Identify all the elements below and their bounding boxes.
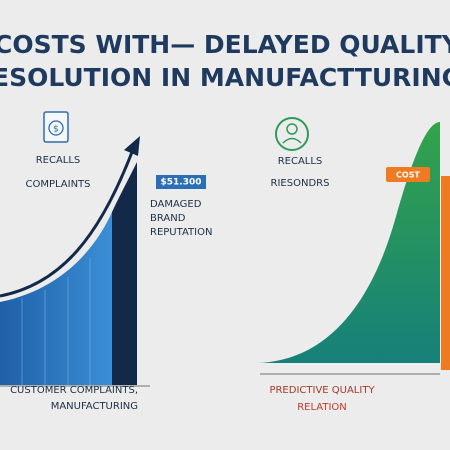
right-footer: PREDICTIVE QUALITY	[269, 385, 375, 396]
cost-curve-area	[258, 122, 440, 363]
title-line-2: ESOLUTION IN MANUFACTTURING	[0, 63, 450, 92]
right-footer: RELATION	[297, 402, 347, 413]
trend-arrow	[0, 151, 134, 298]
right-label-1: RECALLS	[278, 156, 323, 167]
arrow-head	[124, 136, 140, 156]
bar-dividers	[21, 258, 91, 385]
doc-icon: $	[43, 111, 69, 143]
side-label: REPUTATION	[150, 227, 212, 238]
person-icon	[275, 117, 309, 151]
side-label: DAMAGED	[150, 199, 202, 210]
left-label-1: RECALLS	[36, 155, 81, 166]
svg-text:$: $	[53, 125, 59, 135]
cost-tag-box	[386, 167, 430, 182]
side-label: BRAND	[150, 213, 186, 224]
cost-bar	[441, 176, 450, 370]
left-footer: MANUFACTURING	[51, 401, 138, 412]
price-box	[156, 175, 206, 189]
left-footer: CUSTOMER COMPLAINTS,	[10, 385, 138, 396]
growth-bar-dark	[112, 162, 137, 385]
cost-tag: COST	[396, 171, 420, 180]
right-label-2: RIESONDRS	[271, 178, 330, 189]
title-line-1: COSTS WITH— DELAYED QUALITY	[0, 30, 450, 59]
price-tag: $51.300	[161, 178, 202, 188]
growth-area	[0, 212, 112, 385]
left-label-2: COMPLAINTS	[25, 179, 90, 190]
